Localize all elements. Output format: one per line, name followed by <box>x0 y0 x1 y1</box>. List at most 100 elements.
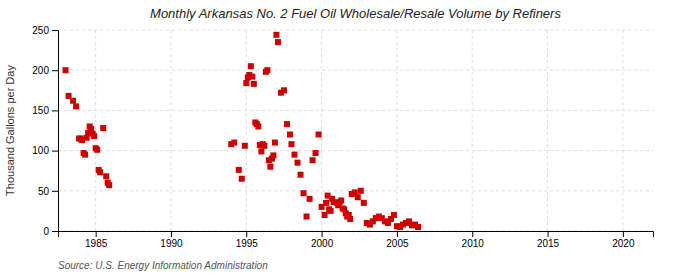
x-tick: 2005 <box>386 231 409 249</box>
x-tick: 1985 <box>85 231 108 249</box>
chart: 1985 1990 1995 2000 2005 2010 2015 2020 0 50 100 15… <box>0 0 675 275</box>
x-axis: 1985 1990 1995 2000 2005 2010 2015 2020 <box>59 231 654 249</box>
point <box>231 140 237 146</box>
point <box>284 121 290 127</box>
point <box>322 212 328 218</box>
x-tick: 2000 <box>311 231 334 249</box>
point <box>275 39 281 45</box>
x-grid-line <box>472 30 473 231</box>
point <box>63 67 69 73</box>
point <box>307 196 313 202</box>
y-tick-label: 200 <box>32 65 49 76</box>
y-tick-mark <box>52 30 58 31</box>
point <box>304 214 310 220</box>
point <box>236 167 242 173</box>
point <box>270 152 276 158</box>
y-axis: 0 50 100 150 200 250 <box>32 25 58 237</box>
x-grid-line <box>170 30 171 231</box>
y-tick-label: 150 <box>32 105 49 116</box>
point <box>242 143 248 149</box>
y-tick-mark <box>52 151 58 152</box>
plot: 1985 1990 1995 2000 2005 2010 2015 2020 0 50 100 15… <box>32 25 653 249</box>
point <box>301 190 307 196</box>
y-axis-line <box>52 31 59 232</box>
point <box>281 87 287 93</box>
point <box>316 132 322 138</box>
y-tick-mark <box>52 70 58 71</box>
x-grid-line <box>396 30 397 231</box>
x-tick-mark <box>548 231 549 237</box>
x-tick-label: 2015 <box>537 238 560 249</box>
point <box>97 169 103 175</box>
y-tick: 100 <box>32 145 58 156</box>
x-tick: 2020 <box>612 231 635 249</box>
point <box>323 200 329 206</box>
point <box>103 173 109 179</box>
x-grid-line <box>622 30 623 231</box>
x-tick: 1990 <box>160 231 183 249</box>
point <box>310 157 316 163</box>
point <box>347 216 353 222</box>
y-tick-label: 100 <box>32 145 49 156</box>
point <box>248 63 254 69</box>
point <box>73 103 79 109</box>
point <box>91 133 97 139</box>
x-tick-label: 1985 <box>85 238 108 249</box>
point <box>313 150 319 156</box>
y-tick-mark <box>52 231 58 232</box>
x-tick-mark <box>397 231 398 237</box>
point <box>291 152 297 158</box>
y-tick-mark <box>52 110 58 111</box>
point <box>358 188 364 194</box>
x-tick-mark <box>96 231 97 237</box>
point <box>355 194 361 200</box>
point <box>255 123 261 129</box>
point <box>249 74 255 80</box>
y-axis-title: Thousand Gallons per Day <box>4 65 16 196</box>
y-tick-label: 250 <box>32 25 49 36</box>
point <box>264 67 270 73</box>
x-axis-line <box>59 232 654 238</box>
x-grid-line <box>321 30 322 231</box>
x-tick-mark <box>246 231 247 237</box>
y-tick: 150 <box>32 105 58 116</box>
point <box>82 152 88 158</box>
x-tick-label: 1990 <box>160 238 183 249</box>
grid <box>58 30 653 231</box>
point <box>287 132 293 138</box>
point <box>94 147 100 153</box>
y-grid-line <box>58 150 653 151</box>
x-tick-label: 2020 <box>612 238 635 249</box>
point <box>272 140 278 146</box>
x-tick-mark <box>623 231 624 237</box>
y-grid-line <box>58 30 653 31</box>
point <box>328 208 334 214</box>
annotation: Source: U.S. Energy Information Administ… <box>58 260 268 271</box>
x-tick-mark <box>171 231 172 237</box>
x-tick: 2010 <box>462 231 485 249</box>
point <box>295 160 301 166</box>
point <box>361 200 367 206</box>
x-grid-line <box>95 30 96 231</box>
y-grid-line <box>58 110 653 111</box>
x-tick-label: 2005 <box>386 238 409 249</box>
x-tick: 1995 <box>236 231 259 249</box>
y-tick: 200 <box>32 65 58 76</box>
x-grid-line <box>246 30 247 231</box>
point <box>239 176 245 182</box>
y-tick: 50 <box>38 186 58 197</box>
y-tick-label: 0 <box>43 226 49 237</box>
x-tick-mark <box>472 231 473 237</box>
y-tick: 0 <box>43 226 58 237</box>
x-grid-line <box>547 30 548 231</box>
point <box>415 224 421 230</box>
point <box>100 125 106 131</box>
point <box>391 212 397 218</box>
point <box>338 197 344 203</box>
x-tick-label: 2010 <box>462 238 485 249</box>
y-grid-line <box>58 70 653 71</box>
point <box>267 164 273 170</box>
point <box>106 182 112 188</box>
y-tick-label: 50 <box>38 186 50 197</box>
point <box>298 172 304 178</box>
